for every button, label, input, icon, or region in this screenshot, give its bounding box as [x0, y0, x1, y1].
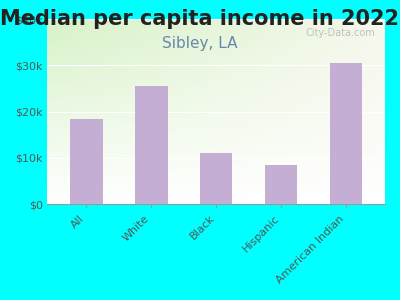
Text: Sibley, LA: Sibley, LA	[162, 36, 238, 51]
Text: Median per capita income in 2022: Median per capita income in 2022	[0, 9, 400, 29]
Bar	[265, 165, 297, 204]
Bar	[135, 86, 168, 204]
Bar	[200, 153, 232, 204]
Bar	[70, 118, 103, 204]
Text: City-Data.com: City-Data.com	[305, 28, 375, 38]
Bar	[330, 63, 362, 204]
